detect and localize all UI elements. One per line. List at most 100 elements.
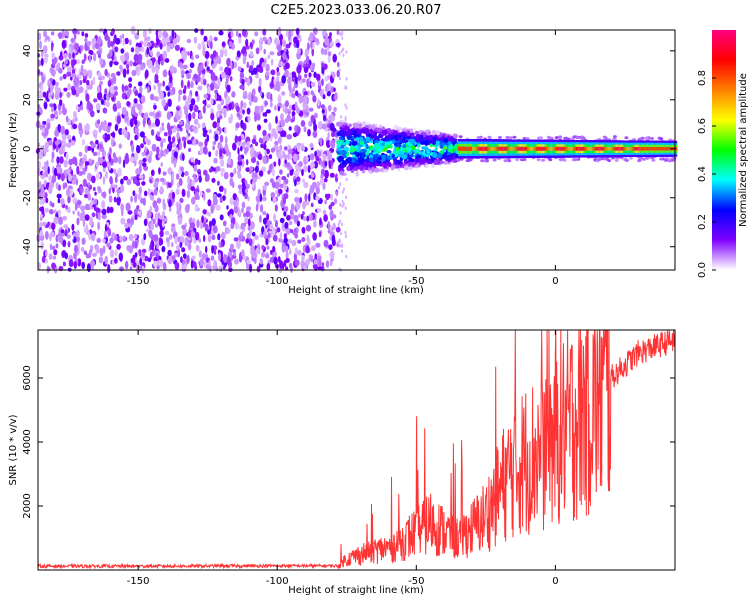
spectrogram-cell xyxy=(193,73,198,80)
spectrogram-cell xyxy=(162,35,165,45)
spectrogram-cell xyxy=(288,148,293,154)
spectrogram-cell xyxy=(310,90,314,96)
spectrogram-cell xyxy=(125,202,131,212)
spectrogram-cell xyxy=(237,66,242,72)
spectrogram-cell xyxy=(49,67,53,74)
spectrogram-cell xyxy=(122,159,126,168)
spectrogram-cell xyxy=(43,164,48,172)
spectrogram-cell xyxy=(131,69,137,77)
spectrogram-cell xyxy=(197,159,201,165)
spectrogram-cell xyxy=(137,193,142,201)
spectrogram-cell xyxy=(284,70,289,78)
spectrogram-cell xyxy=(130,195,133,203)
spectrogram-cell xyxy=(176,114,181,121)
spectrogram-cell xyxy=(178,89,183,96)
spectrogram-cell xyxy=(310,114,315,123)
spectrogram-cell xyxy=(216,122,220,128)
spectrogram-cell xyxy=(121,128,127,136)
spectrogram-cell xyxy=(288,82,292,92)
spectrogram-cell xyxy=(232,193,237,201)
spectrogram-cell xyxy=(317,150,322,158)
spectrogram-cell xyxy=(208,168,213,173)
spectrogram-cell xyxy=(124,222,129,229)
spectrogram-cell xyxy=(265,109,271,114)
spectrogram-cell xyxy=(142,197,146,206)
spectrogram-cell xyxy=(249,65,254,71)
spectrogram-cell xyxy=(210,112,215,121)
spectrogram-cell xyxy=(95,245,100,254)
spectrogram-cell xyxy=(60,51,63,57)
spectrogram-cell xyxy=(274,204,278,212)
spectrogram-cell xyxy=(134,214,138,221)
spectrogram-cell xyxy=(233,206,239,213)
spectrogram-cell xyxy=(97,119,100,125)
spectrogram-cell xyxy=(116,200,121,206)
spectrogram-cell xyxy=(208,260,211,267)
spectrogram-cell xyxy=(319,217,322,226)
spectrogram-cell xyxy=(300,213,304,220)
spectrogram-cell xyxy=(204,99,207,107)
spectrogram-cell xyxy=(84,37,88,43)
spectrogram-cell xyxy=(304,73,308,79)
spectrogram-cell xyxy=(81,59,85,64)
spectrogram-cell xyxy=(187,140,192,145)
spectrogram-cell xyxy=(236,105,240,113)
spectrogram-cell xyxy=(342,53,345,58)
spectrogram-cell xyxy=(307,36,312,42)
spectrogram-cell xyxy=(240,100,244,108)
spectrogram-cell xyxy=(150,223,155,228)
spectrogram-cell xyxy=(283,183,288,191)
spectrogram-cell xyxy=(395,164,401,168)
spectrogram-cell xyxy=(315,155,320,162)
spectrogram-cell xyxy=(320,47,325,55)
spectrogram-cell xyxy=(217,94,222,102)
spectrogram-cell xyxy=(447,141,451,146)
spectrogram-cell xyxy=(247,115,251,122)
spectrogram-cell xyxy=(191,125,198,130)
spectrogram-cell xyxy=(327,228,331,234)
spectrogram-cell xyxy=(222,220,227,227)
spectrogram-cell xyxy=(187,132,191,137)
spectrogram-cell xyxy=(339,211,342,215)
spectrogram-cell xyxy=(283,205,289,213)
spectrogram-cell xyxy=(67,241,71,248)
spectrogram-cell xyxy=(74,244,78,253)
spectrogram-cell xyxy=(259,258,264,265)
spectrogram-cell xyxy=(198,175,202,183)
spectrogram-cell xyxy=(226,84,231,93)
spectrogram-cell xyxy=(107,122,112,127)
spectrogram-cell xyxy=(272,245,276,253)
spectrogram-cell xyxy=(339,244,342,248)
spectrogram-cell xyxy=(402,144,407,149)
spectrogram-cell xyxy=(213,140,217,145)
spectrogram-cell xyxy=(223,109,227,118)
spectrogram-cell xyxy=(339,203,342,207)
spectrogram-cell xyxy=(134,152,139,162)
spectrogram-cell xyxy=(116,188,121,194)
spectrogram-cell xyxy=(427,140,434,144)
spectrogram-cell xyxy=(260,105,264,112)
spectrogram-cell xyxy=(281,91,286,96)
spectrogram-cell xyxy=(190,186,195,192)
spectrogram-cell xyxy=(104,224,108,232)
spectrogram-cell xyxy=(151,244,154,251)
spectrogram-cell xyxy=(338,121,343,127)
spectrogram-cell xyxy=(263,118,268,123)
spectrogram-cell xyxy=(326,140,331,148)
spectrogram-cell xyxy=(310,40,313,49)
spectrogram-cell xyxy=(155,67,159,75)
spectrogram-cell xyxy=(295,76,298,85)
spectrogram-cell xyxy=(116,243,121,250)
spectrogram-cell xyxy=(373,151,377,155)
spectrogram-cell xyxy=(188,69,193,74)
spectrogram-cell xyxy=(381,156,386,162)
spectrogram-cell xyxy=(232,142,237,151)
spectrogram-cell xyxy=(288,220,293,226)
spectrogram-cell xyxy=(228,40,233,48)
spectrogram-cell xyxy=(284,221,289,229)
spectrogram-cell xyxy=(161,98,166,107)
spectrogram-cell xyxy=(258,67,264,73)
spectrogram-cell xyxy=(147,188,151,196)
spectrogram-cell xyxy=(167,98,172,108)
spectrogram-cell xyxy=(651,158,656,162)
